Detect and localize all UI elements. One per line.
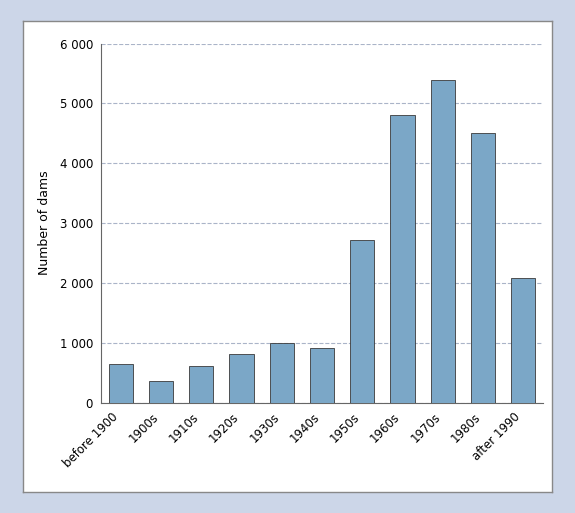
Bar: [350, 240, 374, 403]
Bar: [149, 381, 173, 403]
Bar: [310, 348, 334, 403]
Bar: [229, 353, 254, 403]
Bar: [471, 133, 495, 403]
Bar: [270, 343, 294, 403]
Bar: [189, 366, 213, 403]
Y-axis label: Number of dams: Number of dams: [39, 171, 51, 275]
Bar: [431, 80, 455, 403]
Bar: [390, 115, 415, 403]
Bar: [109, 364, 133, 403]
Bar: [511, 278, 535, 403]
